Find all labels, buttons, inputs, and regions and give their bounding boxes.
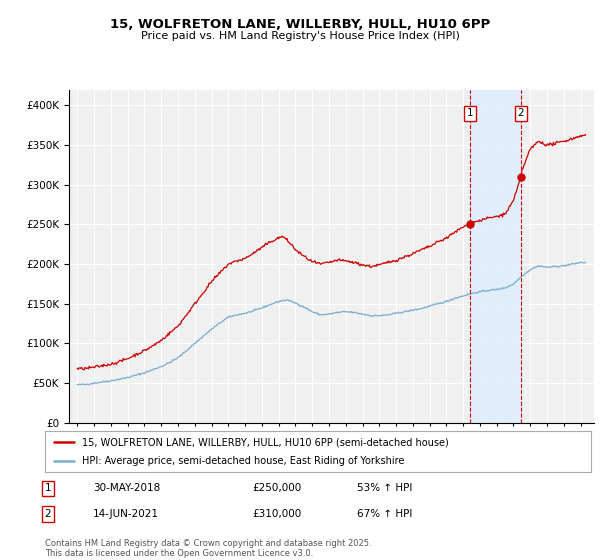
Text: 67% ↑ HPI: 67% ↑ HPI xyxy=(357,509,412,519)
Text: £250,000: £250,000 xyxy=(252,483,301,493)
Text: Price paid vs. HM Land Registry's House Price Index (HPI): Price paid vs. HM Land Registry's House … xyxy=(140,31,460,41)
Text: 2: 2 xyxy=(518,109,524,118)
Text: 30-MAY-2018: 30-MAY-2018 xyxy=(93,483,160,493)
Text: £310,000: £310,000 xyxy=(252,509,301,519)
Text: HPI: Average price, semi-detached house, East Riding of Yorkshire: HPI: Average price, semi-detached house,… xyxy=(82,456,404,465)
Text: 53% ↑ HPI: 53% ↑ HPI xyxy=(357,483,412,493)
Bar xyxy=(470,90,521,423)
Text: 14-JUN-2021: 14-JUN-2021 xyxy=(93,509,159,519)
Text: 1: 1 xyxy=(467,109,473,118)
Text: Contains HM Land Registry data © Crown copyright and database right 2025.
This d: Contains HM Land Registry data © Crown c… xyxy=(45,539,371,558)
Text: 1: 1 xyxy=(44,483,52,493)
Text: 15, WOLFRETON LANE, WILLERBY, HULL, HU10 6PP (semi-detached house): 15, WOLFRETON LANE, WILLERBY, HULL, HU10… xyxy=(82,437,449,447)
Text: 15, WOLFRETON LANE, WILLERBY, HULL, HU10 6PP: 15, WOLFRETON LANE, WILLERBY, HULL, HU10… xyxy=(110,18,490,31)
Text: 2: 2 xyxy=(44,509,52,519)
